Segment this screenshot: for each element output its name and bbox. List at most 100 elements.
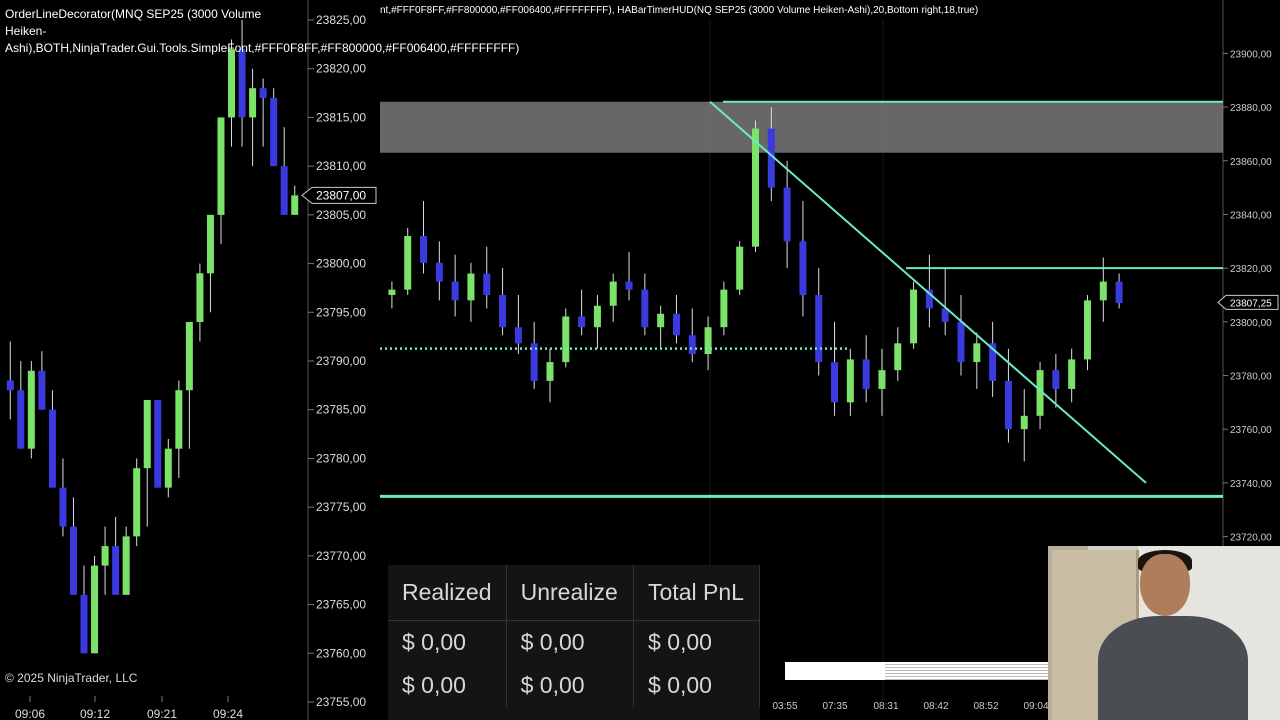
candle: [973, 332, 981, 389]
pnl-header-unrealized: Unrealize: [506, 565, 635, 621]
candle-body: [404, 235, 412, 290]
candle: [562, 308, 570, 368]
price-tick-label: 23790,00: [316, 354, 366, 368]
candle-body: [196, 273, 204, 323]
copyright-text: © 2025 NinjaTrader, LLC: [5, 671, 138, 685]
pnl-cell: $ 0,00: [388, 664, 507, 707]
price-tick-label: 23800,00: [1230, 318, 1272, 329]
right-price-chart[interactable]: 23900,00 23880,00 23860,00 23840,00 23820,00…: [378, 0, 1280, 720]
candle-body: [1083, 300, 1091, 360]
price-tick-label: 23765,00: [316, 598, 366, 612]
price-tick-label: 23740,00: [1230, 479, 1272, 490]
candle-body: [270, 97, 278, 167]
price-tick-label: 23760,00: [316, 646, 366, 660]
candle: [989, 321, 997, 397]
candle-body: [1004, 380, 1012, 430]
candle: [499, 268, 507, 336]
candle-body: [27, 370, 35, 449]
pnl-header-realized: Realized: [388, 565, 507, 621]
candle-body: [435, 262, 443, 282]
candle: [1052, 354, 1060, 408]
trend-line: [709, 100, 1147, 484]
candle: [1115, 273, 1123, 309]
candle-body: [593, 305, 601, 328]
candle: [17, 361, 25, 449]
candle-body: [101, 546, 109, 566]
bar-timer-progress: [785, 662, 1048, 680]
candle: [420, 201, 428, 274]
right-indicator-label: nt,#FFF0F8FF,#FF800000,#FF006400,#FFFFFF…: [380, 5, 979, 16]
candle-body: [388, 289, 396, 295]
candle: [672, 295, 680, 344]
candle: [133, 458, 141, 547]
candle-body: [767, 128, 775, 188]
candle: [910, 281, 918, 349]
candle-body: [925, 289, 933, 309]
time-tick-label: 08:42: [923, 701, 948, 712]
candle: [1099, 257, 1107, 322]
candle: [1020, 388, 1028, 462]
price-tick-label: 23820,00: [1230, 264, 1272, 275]
candle-body: [112, 546, 120, 595]
candle: [48, 390, 56, 488]
candle-body: [69, 526, 77, 595]
time-tick-label: 08:52: [973, 701, 998, 712]
candle: [641, 273, 649, 336]
price-tick-label: 23720,00: [1230, 533, 1272, 544]
candle-body: [467, 273, 475, 301]
left-price-chart[interactable]: 23825,00 23820,00 23815,00 23810,00 23805,00…: [0, 0, 380, 720]
candle-body: [609, 281, 617, 306]
price-tick-label: 23795,00: [316, 305, 366, 319]
candle-body: [831, 362, 839, 403]
candle: [206, 214, 214, 313]
candle-body: [815, 295, 823, 363]
price-tick-label: 23770,00: [316, 549, 366, 563]
candle-body: [6, 380, 14, 391]
candle-body: [249, 88, 257, 118]
candle: [249, 68, 257, 167]
pnl-header-total: Total PnL: [633, 565, 760, 621]
candle-body: [164, 448, 172, 488]
candle-body: [910, 289, 918, 344]
time-tick-label: 03:55: [772, 701, 797, 712]
candle: [593, 295, 601, 349]
price-tick-label: 23825,00: [316, 13, 366, 27]
candle-body: [862, 359, 870, 389]
price-tick-label: 23785,00: [316, 403, 366, 417]
candle: [1004, 348, 1012, 443]
candle-body: [957, 321, 965, 363]
time-tick-label: 07:35: [822, 701, 847, 712]
candle-body: [122, 536, 130, 595]
current-price-label: 23807,25: [1230, 298, 1272, 309]
candle-body: [799, 241, 807, 295]
candle: [846, 348, 854, 416]
candle: [957, 295, 965, 376]
candle-body: [238, 49, 246, 118]
candle: [69, 497, 77, 595]
candle-body: [578, 316, 586, 328]
candle: [467, 262, 475, 322]
price-tick-label: 23840,00: [1230, 210, 1272, 221]
candle: [435, 241, 443, 301]
candle: [175, 380, 183, 478]
candle-body: [1068, 359, 1076, 389]
candle-body: [878, 370, 886, 389]
candle-body: [672, 313, 680, 336]
candle-body: [894, 343, 902, 371]
price-tick-label: 23755,00: [316, 695, 366, 709]
candle: [270, 88, 278, 167]
candle: [238, 20, 246, 147]
left-indicator-label: OrderLineDecorator(MNQ SEP25 (3000 Volum…: [5, 7, 520, 55]
candle-body: [1036, 370, 1044, 416]
candle: [196, 263, 204, 342]
price-tick-label: 23780,00: [316, 451, 366, 465]
time-tick-label: 09:21: [147, 707, 177, 720]
candle: [6, 341, 14, 420]
price-tick-label: 23815,00: [316, 110, 366, 124]
candle: [1068, 348, 1076, 403]
candle: [483, 246, 491, 309]
pnl-table: Realized Unrealize Total PnL $ 0,00 $ 0,…: [388, 565, 760, 707]
candle-body: [483, 273, 491, 295]
candle: [291, 185, 299, 215]
candle: [815, 268, 823, 376]
